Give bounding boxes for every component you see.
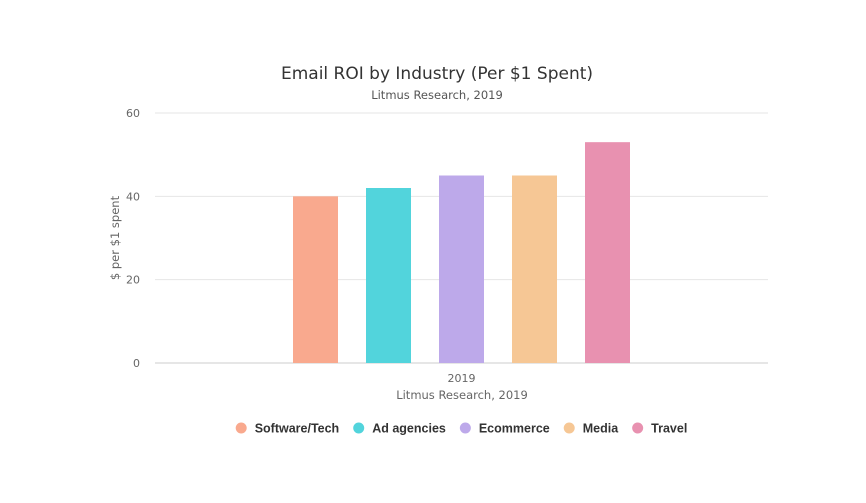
legend-label: Ecommerce bbox=[479, 422, 550, 436]
y-tick-label: 40 bbox=[126, 190, 140, 203]
legend: Software/Tech Ad agencies Ecommerce Media Tr… bbox=[235, 422, 687, 436]
legend-swatch bbox=[459, 422, 471, 434]
legend-swatch bbox=[563, 422, 575, 434]
y-tick-label: 60 bbox=[126, 107, 140, 120]
x-axis-ticks: 2019 bbox=[448, 372, 476, 385]
legend-item[interactable]: Travel bbox=[632, 422, 687, 436]
y-tick-label: 0 bbox=[133, 357, 140, 370]
bar-software-tech bbox=[293, 196, 338, 363]
bar-media bbox=[512, 175, 557, 363]
bars bbox=[293, 142, 630, 363]
legend-swatch bbox=[353, 422, 365, 434]
legend-label: Ad agencies bbox=[372, 422, 446, 436]
legend-swatch bbox=[632, 422, 644, 434]
bar-ecommerce bbox=[439, 175, 484, 363]
y-axis-title: $ per $1 spent bbox=[108, 195, 122, 280]
legend-label: Travel bbox=[651, 422, 687, 436]
chart-title: Email ROI by Industry (Per $1 Spent) bbox=[281, 64, 593, 84]
legend-label: Software/Tech bbox=[255, 422, 340, 436]
legend-swatch bbox=[235, 422, 247, 434]
y-tick-label: 20 bbox=[126, 274, 140, 287]
x-tick-label: 2019 bbox=[448, 372, 476, 385]
x-axis-title: Litmus Research, 2019 bbox=[396, 388, 528, 402]
legend-item[interactable]: Ecommerce bbox=[459, 422, 550, 436]
bar-travel bbox=[585, 142, 630, 363]
bar-ad-agencies bbox=[366, 188, 411, 363]
legend-item[interactable]: Software/Tech bbox=[235, 422, 340, 436]
chart-subtitle: Litmus Research, 2019 bbox=[371, 88, 503, 102]
legend-item[interactable]: Media bbox=[563, 422, 619, 436]
legend-label: Media bbox=[583, 422, 619, 436]
legend-item[interactable]: Ad agencies bbox=[353, 422, 446, 436]
y-axis-ticks: 0 20 40 60 bbox=[126, 107, 140, 370]
